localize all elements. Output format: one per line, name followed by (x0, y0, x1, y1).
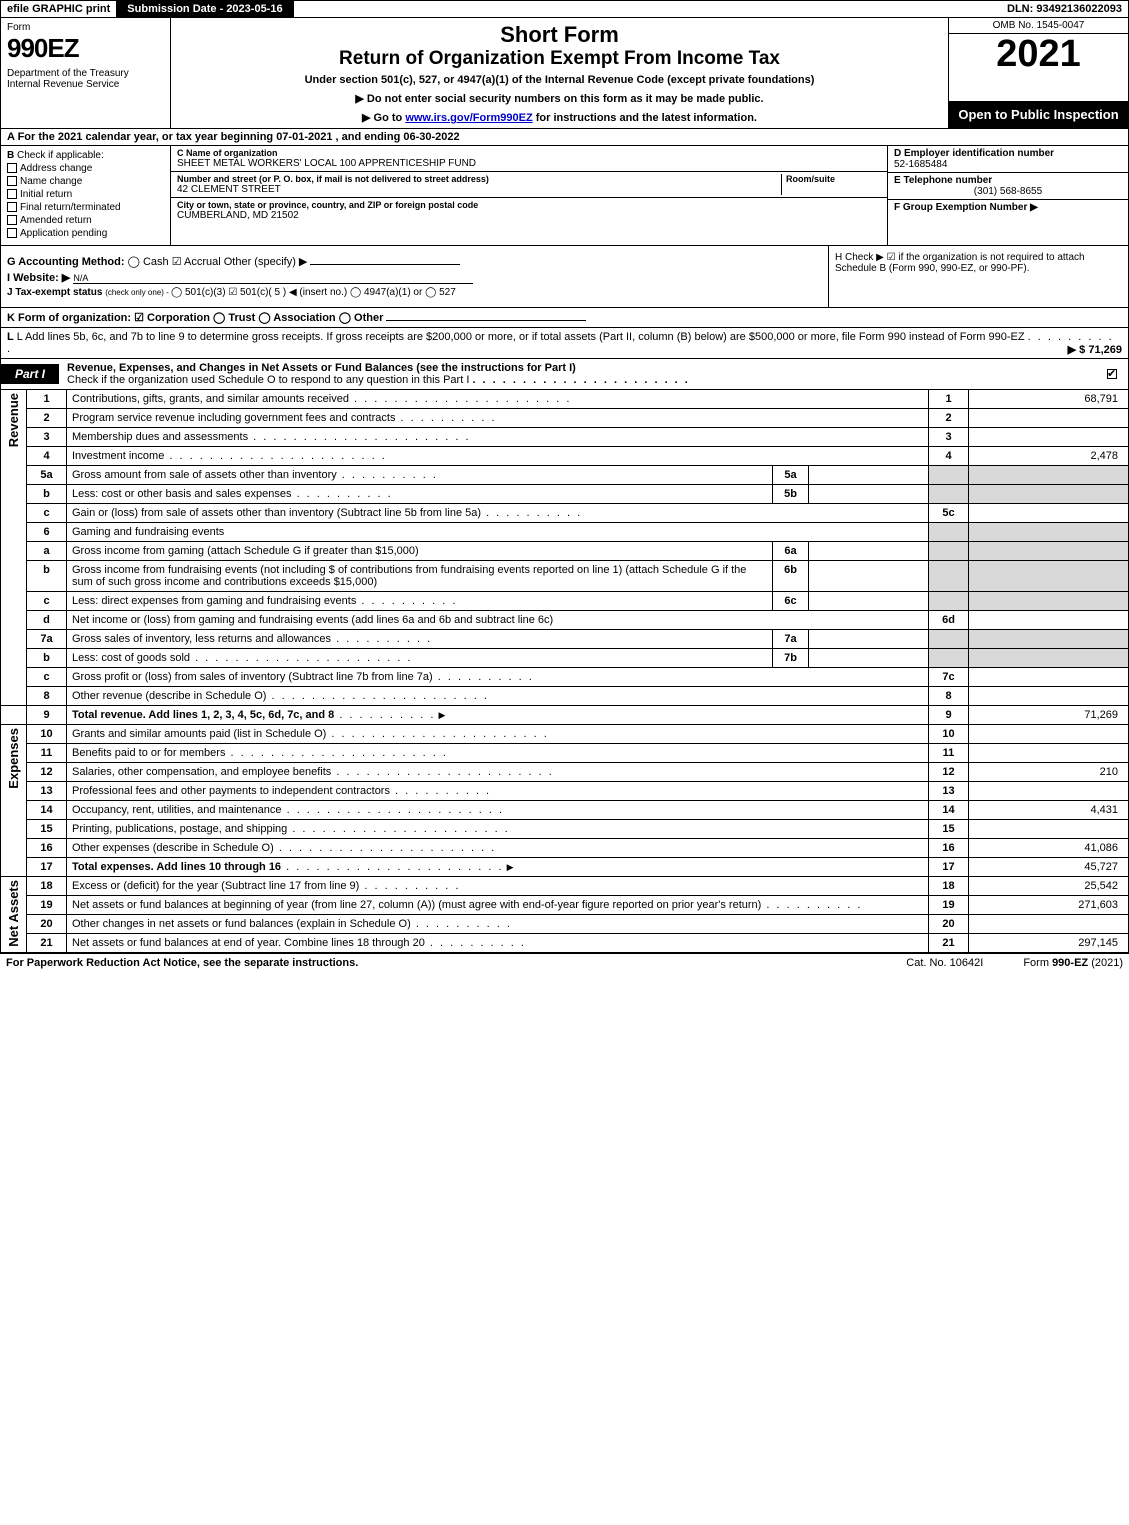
line17-value: 45,727 (969, 858, 1129, 877)
irs-link[interactable]: www.irs.gov/Form990EZ (405, 112, 532, 124)
ein-value: 52-1685484 (894, 159, 1122, 170)
j-tax-exempt: J Tax-exempt status (check only one) - ◯… (7, 287, 822, 298)
l-text: L Add lines 5b, 6c, and 7b to line 9 to … (17, 331, 1025, 343)
line16-value: 41,086 (969, 839, 1129, 858)
part1-checkbox[interactable] (1107, 368, 1128, 380)
tax-year: 2021 (949, 34, 1128, 101)
form-header: Form 990EZ Department of the Treasury In… (0, 18, 1129, 129)
line19-value: 271,603 (969, 896, 1129, 915)
col-de: D Employer identification number 52-1685… (888, 146, 1128, 245)
col-c-org-name-addr: C Name of organization SHEET METAL WORKE… (171, 146, 888, 245)
line9-value: 71,269 (969, 706, 1129, 725)
inst2-post: for instructions and the latest informat… (533, 112, 757, 124)
subtitle: Under section 501(c), 527, or 4947(a)(1)… (181, 74, 938, 86)
col-b-checkboxes: B Check if applicable: Address change Na… (1, 146, 171, 245)
part1-header: Part I Revenue, Expenses, and Changes in… (0, 359, 1129, 390)
i-website: I Website: ▶ N/A (7, 271, 822, 284)
row-a-tax-year: A For the 2021 calendar year, or tax yea… (0, 129, 1129, 146)
form-word: Form (7, 22, 164, 33)
header-center: Short Form Return of Organization Exempt… (171, 18, 948, 128)
submission-date: Submission Date - 2023-05-16 (117, 1, 293, 17)
chk-final-return[interactable]: Final return/terminated (7, 202, 164, 213)
line4-value: 2,478 (969, 447, 1129, 466)
open-to-public: Open to Public Inspection (949, 101, 1128, 128)
instruction-2: ▶ Go to www.irs.gov/Form990EZ for instru… (181, 111, 938, 124)
website-value: N/A (73, 273, 473, 284)
row-ghij: G Accounting Method: ◯ Cash ☑ Accrual Ot… (0, 246, 1129, 308)
room-label: Room/suite (786, 174, 881, 184)
h-box: H Check ▶ ☑ if the organization is not r… (828, 246, 1128, 307)
revenue-side-label: Revenue (6, 393, 21, 447)
chk-address-change[interactable]: Address change (7, 163, 164, 174)
top-bar: efile GRAPHIC print Submission Date - 20… (0, 0, 1129, 18)
org-street: 42 CLEMENT STREET (177, 184, 781, 195)
part1-sub: Check if the organization used Schedule … (67, 374, 469, 386)
row-l: L L Add lines 5b, 6c, and 7b to line 9 t… (0, 328, 1129, 359)
expenses-side-label: Expenses (6, 728, 21, 789)
form-number: 990EZ (7, 33, 164, 64)
line14-value: 4,431 (969, 801, 1129, 820)
header-left: Form 990EZ Department of the Treasury In… (1, 18, 171, 128)
footer-paperwork: For Paperwork Reduction Act Notice, see … (6, 957, 358, 969)
g-accounting: G Accounting Method: ◯ Cash ☑ Accrual Ot… (7, 255, 822, 268)
k-label: K Form of organization: ☑ Corporation ◯ … (7, 312, 383, 324)
footer-formref: Form 990-EZ (2021) (1023, 957, 1123, 969)
title-short-form: Short Form (181, 22, 938, 48)
part1-table: Revenue 1Contributions, gifts, grants, a… (0, 390, 1129, 953)
b-label: B (7, 150, 14, 161)
line1-value: 68,791 (969, 390, 1129, 409)
l-value: ▶ $ 71,269 (1068, 343, 1122, 356)
phone-value: (301) 568-8655 (894, 186, 1122, 197)
f-group-label: F Group Exemption Number ▶ (894, 202, 1122, 213)
c-addr-label: Number and street (or P. O. box, if mail… (177, 174, 781, 184)
line21-value: 297,145 (969, 934, 1129, 953)
org-city: CUMBERLAND, MD 21502 (177, 210, 881, 221)
h-text: Check ▶ ☑ if the organization is not req… (835, 252, 1085, 274)
footer-catno: Cat. No. 10642I (906, 957, 983, 969)
netassets-side-label: Net Assets (6, 880, 21, 947)
inst2-pre: ▶ Go to (362, 112, 405, 124)
c-name-label: C Name of organization (177, 148, 881, 158)
header-right: OMB No. 1545-0047 2021 Open to Public In… (948, 18, 1128, 128)
instruction-1: ▶ Do not enter social security numbers o… (181, 92, 938, 105)
chk-name-change[interactable]: Name change (7, 176, 164, 187)
line18-value: 25,542 (969, 877, 1129, 896)
d-ein-label: D Employer identification number (894, 148, 1122, 159)
b-title: Check if applicable: (17, 150, 104, 161)
org-info-grid: B Check if applicable: Address change Na… (0, 146, 1129, 246)
chk-amended-return[interactable]: Amended return (7, 215, 164, 226)
line12-value: 210 (969, 763, 1129, 782)
dept-label: Department of the Treasury Internal Reve… (7, 68, 164, 90)
title-return: Return of Organization Exempt From Incom… (181, 48, 938, 70)
page-footer: For Paperwork Reduction Act Notice, see … (0, 953, 1129, 972)
row-k: K Form of organization: ☑ Corporation ◯ … (0, 308, 1129, 328)
omb-number: OMB No. 1545-0047 (949, 18, 1128, 34)
c-city-label: City or town, state or province, country… (177, 200, 881, 210)
dln-label: DLN: 93492136022093 (1001, 1, 1128, 17)
part1-title: Revenue, Expenses, and Changes in Net As… (67, 362, 576, 374)
chk-application-pending[interactable]: Application pending (7, 228, 164, 239)
chk-initial-return[interactable]: Initial return (7, 189, 164, 200)
e-phone-label: E Telephone number (894, 175, 1122, 186)
org-name: SHEET METAL WORKERS' LOCAL 100 APPRENTIC… (177, 158, 881, 169)
efile-label[interactable]: efile GRAPHIC print (1, 1, 117, 17)
part1-tag: Part I (1, 364, 59, 384)
